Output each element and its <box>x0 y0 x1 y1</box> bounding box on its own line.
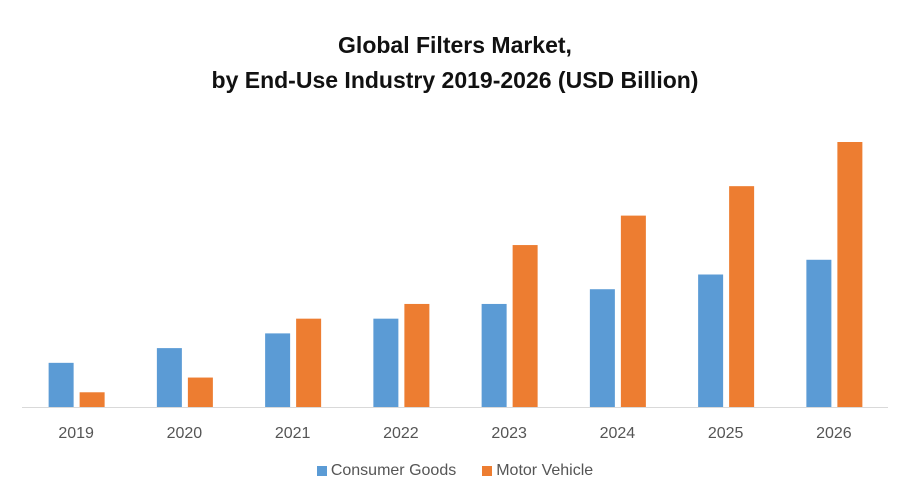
x-tick-label-2020: 2020 <box>167 425 203 442</box>
bar-consumer-goods-2021 <box>265 333 291 407</box>
bar-motor-vehicle-2022 <box>404 303 430 407</box>
bar-motor-vehicle-2019 <box>79 392 105 407</box>
bar-consumer-goods-2026 <box>806 259 832 407</box>
bar-motor-vehicle-2021 <box>296 318 322 407</box>
bar-motor-vehicle-2024 <box>620 215 646 407</box>
bar-consumer-goods-2022 <box>373 318 399 407</box>
bar-motor-vehicle-2023 <box>512 245 538 407</box>
legend-label-motor-vehicle: Motor Vehicle <box>496 462 594 479</box>
bar-consumer-goods-2023 <box>481 303 507 407</box>
x-tick-label-2024: 2024 <box>600 425 636 442</box>
bar-consumer-goods-2019 <box>48 362 74 407</box>
bar-motor-vehicle-2020 <box>187 377 213 407</box>
bar-consumer-goods-2024 <box>589 289 615 407</box>
x-tick-label-2026: 2026 <box>816 425 852 442</box>
x-tick-label-2022: 2022 <box>383 425 419 442</box>
bar-consumer-goods-2025 <box>698 274 724 407</box>
chart-title-line-2: by End-Use Industry 2019-2026 (USD Billi… <box>211 67 699 93</box>
x-tick-label-2025: 2025 <box>708 425 744 442</box>
legend-item-motor-vehicle: Motor Vehicle <box>482 462 593 480</box>
bar-motor-vehicle-2025 <box>729 186 755 407</box>
legend-item-consumer-goods: Consumer Goods <box>316 462 457 480</box>
legend-swatch-motor-vehicle <box>482 466 493 476</box>
legend: Consumer Goods Motor Vehicle <box>0 462 910 480</box>
legend-label-consumer-goods: Consumer Goods <box>330 462 457 479</box>
x-tick-label-2023: 2023 <box>491 425 527 442</box>
chart-title-line-1: Global Filters Market, <box>338 32 572 58</box>
legend-swatch-consumer-goods <box>316 466 327 476</box>
bar-consumer-goods-2020 <box>156 348 182 407</box>
bar-motor-vehicle-2026 <box>837 142 863 407</box>
x-tick-label-2019: 2019 <box>58 425 94 442</box>
x-tick-label-2021: 2021 <box>275 425 311 442</box>
